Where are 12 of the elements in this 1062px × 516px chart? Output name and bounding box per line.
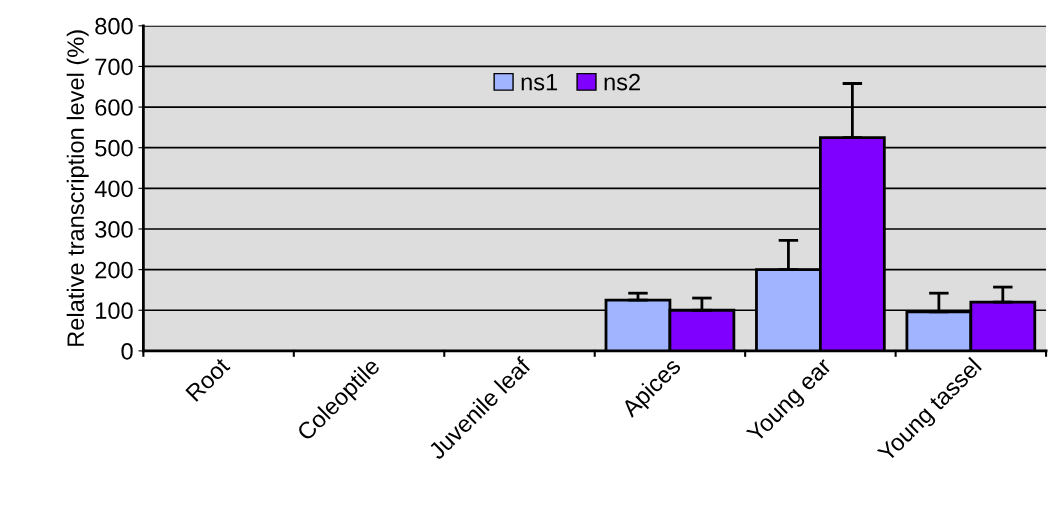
- legend-label: ns1: [521, 73, 558, 91]
- y-tick-label: 500: [95, 139, 133, 157]
- y-tick-label: 600: [95, 99, 133, 116]
- legend-label: ns2: [604, 73, 640, 91]
- y-tick-label: 0: [121, 342, 133, 360]
- y-tick-label: 300: [95, 221, 133, 238]
- y-tick-label: 700: [95, 58, 133, 76]
- y-tick-label: 100: [96, 302, 133, 320]
- y-axis-title: Relative transcription level (%): [66, 30, 89, 346]
- y-tick-label: 400: [94, 180, 133, 198]
- y-tick-label: 800: [95, 17, 133, 35]
- y-tick-label: 200: [95, 261, 133, 279]
